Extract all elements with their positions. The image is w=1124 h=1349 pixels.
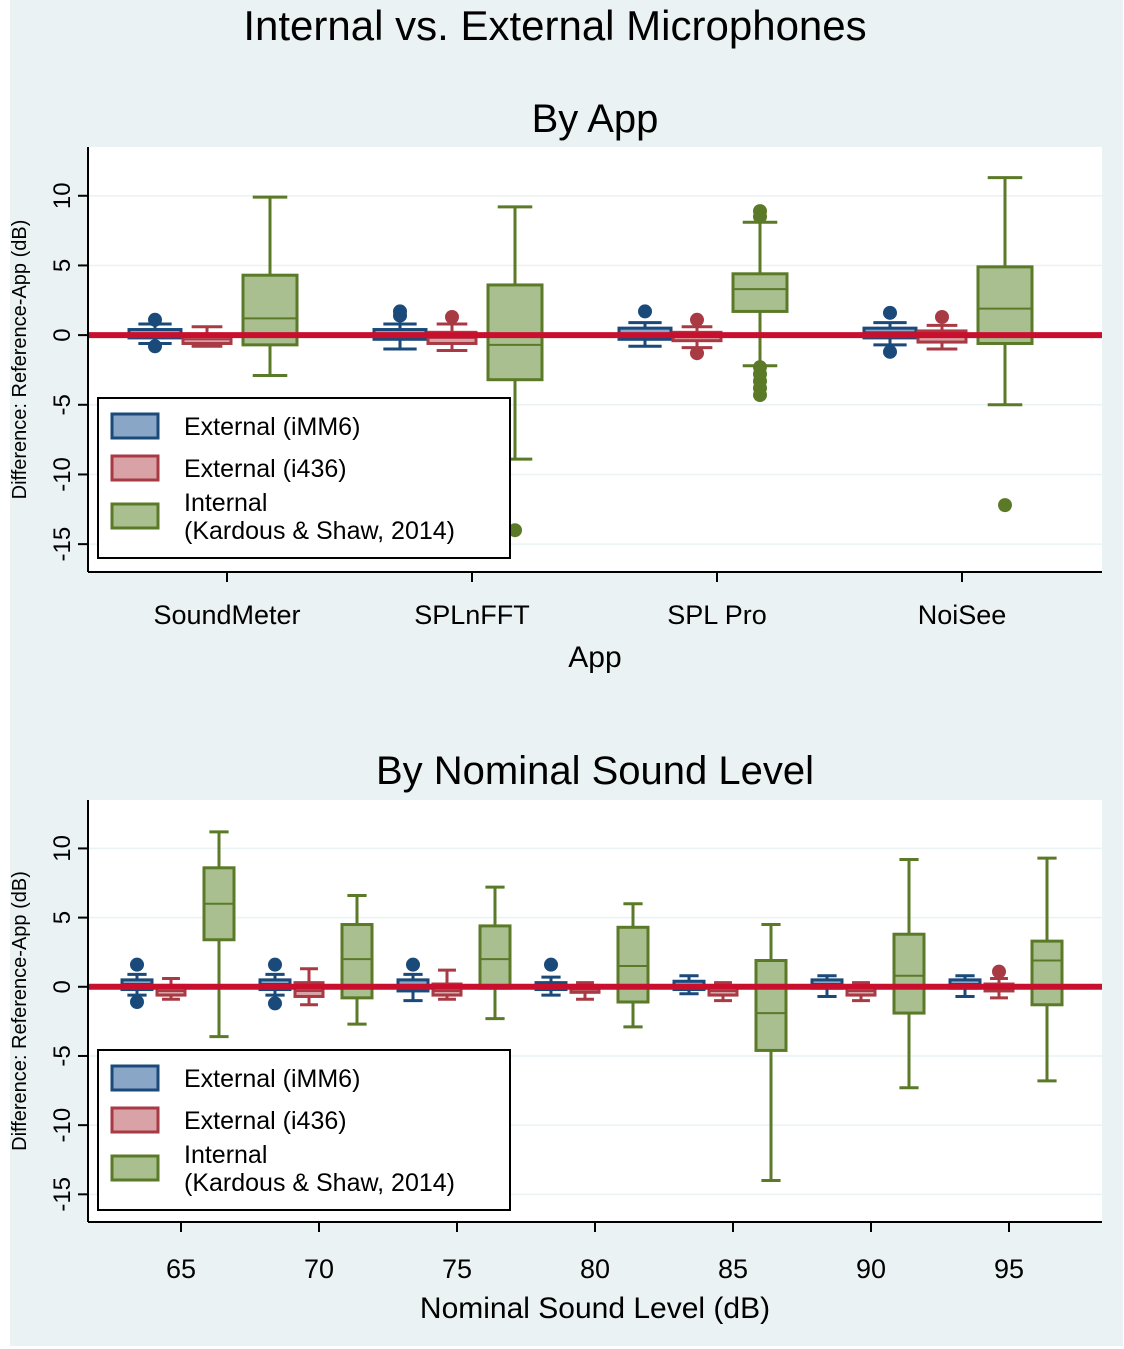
legend-swatch-internal bbox=[110, 502, 160, 530]
y-tick-label: 5 bbox=[49, 911, 76, 924]
x-tick-label: NoiSee bbox=[918, 600, 1007, 630]
outlier-point bbox=[638, 304, 652, 319]
outlier-point bbox=[445, 310, 459, 324]
box-iqr bbox=[754, 958, 788, 1052]
figure-title: Internal vs. External Microphones bbox=[243, 2, 866, 49]
outlier-point bbox=[883, 344, 897, 359]
outlier-point bbox=[883, 305, 897, 320]
outlier-point bbox=[130, 995, 144, 1010]
outlier-point bbox=[935, 310, 949, 324]
outlier-point bbox=[148, 312, 162, 327]
y-tick-label: 0 bbox=[49, 980, 76, 993]
x-axis-label: Nominal Sound Level (dB) bbox=[420, 1292, 770, 1325]
panel-title: By Nominal Sound Level bbox=[376, 749, 814, 793]
box-internal-noisee bbox=[976, 176, 1034, 513]
chart-svg: Internal vs. External Microphones By App… bbox=[10, 2, 1102, 1325]
x-tick-label: 65 bbox=[166, 1254, 196, 1284]
x-tick-label: SPL Pro bbox=[667, 600, 767, 630]
outlier-point bbox=[753, 388, 767, 403]
legend-label-citation: (Kardous & Shaw, 2014) bbox=[184, 517, 455, 545]
box-iqr bbox=[616, 925, 650, 1004]
outlier-point bbox=[268, 957, 282, 972]
x-axis-label: App bbox=[568, 641, 621, 674]
outlier-point bbox=[753, 209, 767, 224]
outlier-point bbox=[992, 964, 1006, 979]
y-axis-label: Difference: Reference-App (dB) bbox=[10, 871, 31, 1151]
legend-label: External (iMM6) bbox=[184, 413, 360, 441]
outlier-point bbox=[690, 346, 704, 361]
legend-label: External (i436) bbox=[184, 1107, 347, 1135]
x-tick-label: 80 bbox=[580, 1254, 610, 1284]
legend: External (iMM6) External (i436) Internal(K… bbox=[97, 1049, 511, 1211]
box-internal-spl-pro bbox=[731, 204, 789, 403]
x-tick-label: 90 bbox=[856, 1254, 886, 1284]
box-iqr bbox=[478, 924, 512, 990]
box-internal-65 bbox=[202, 830, 236, 1039]
y-axis-label: Difference: Reference-App (dB) bbox=[10, 220, 31, 500]
legend-swatch-imm6 bbox=[110, 1064, 160, 1092]
legend-swatch-i436 bbox=[110, 1106, 160, 1134]
legend-label: External (i436) bbox=[184, 455, 347, 483]
legend-swatch-internal bbox=[110, 1154, 160, 1182]
panel-by-app: By App 10 5 0 -5 -10 -15 Difference: Reference-… bbox=[10, 97, 1102, 674]
panel-title: By App bbox=[532, 97, 659, 141]
outlier-point bbox=[130, 957, 144, 972]
y-tick-label: -10 bbox=[49, 1108, 76, 1143]
y-tick-label: -5 bbox=[49, 1045, 76, 1066]
legend-box bbox=[97, 397, 511, 559]
legend-label: Internal bbox=[184, 1141, 267, 1169]
panel-by-nominal-sound-level: By Nominal Sound Level 10 5 0 -5 -10 -15 Differ… bbox=[10, 749, 1102, 1325]
y-tick-label: -15 bbox=[49, 527, 76, 562]
legend: External (iMM6) External (i436) Internal(K… bbox=[97, 397, 511, 559]
outlier-point bbox=[998, 498, 1012, 513]
box-iqr bbox=[1030, 939, 1064, 1007]
outlier-point bbox=[690, 312, 704, 327]
outlier-point bbox=[406, 957, 420, 972]
x-tick-label: SoundMeter bbox=[153, 600, 300, 630]
chart-figure: Internal vs. External Microphones By App… bbox=[10, 0, 1123, 1346]
box-iqr bbox=[731, 272, 789, 313]
y-tick-label: 10 bbox=[49, 835, 76, 862]
y-tick-label: -10 bbox=[49, 457, 76, 492]
legend-swatch-i436 bbox=[110, 454, 160, 482]
y-tick-label: 0 bbox=[49, 328, 76, 341]
x-tick-label: 95 bbox=[994, 1254, 1024, 1284]
legend-label: External (iMM6) bbox=[184, 1065, 360, 1093]
y-tick-label: -5 bbox=[49, 394, 76, 415]
outlier-point bbox=[148, 339, 162, 354]
box-internal-90 bbox=[892, 857, 926, 1090]
outlier-point bbox=[268, 996, 282, 1011]
legend-label-citation: (Kardous & Shaw, 2014) bbox=[184, 1169, 455, 1197]
legend-swatch-imm6 bbox=[110, 412, 160, 440]
box-internal-95 bbox=[1030, 856, 1064, 1083]
x-tick-label: SPLnFFT bbox=[414, 600, 530, 630]
outlier-point bbox=[544, 957, 558, 972]
box-internal-85 bbox=[754, 923, 788, 1182]
x-tick-label: 75 bbox=[442, 1254, 472, 1284]
x-tick-label: 85 bbox=[718, 1254, 748, 1284]
y-tick-label: -15 bbox=[49, 1177, 76, 1212]
legend-label: Internal bbox=[184, 489, 267, 517]
outlier-point bbox=[393, 308, 407, 323]
y-tick-label: 5 bbox=[49, 259, 76, 272]
outlier-point bbox=[508, 523, 522, 538]
box-iqr bbox=[976, 265, 1034, 345]
y-tick-label: 10 bbox=[49, 182, 76, 209]
box-iqr bbox=[892, 932, 926, 1015]
legend-box bbox=[97, 1049, 511, 1211]
x-tick-label: 70 bbox=[304, 1254, 334, 1284]
